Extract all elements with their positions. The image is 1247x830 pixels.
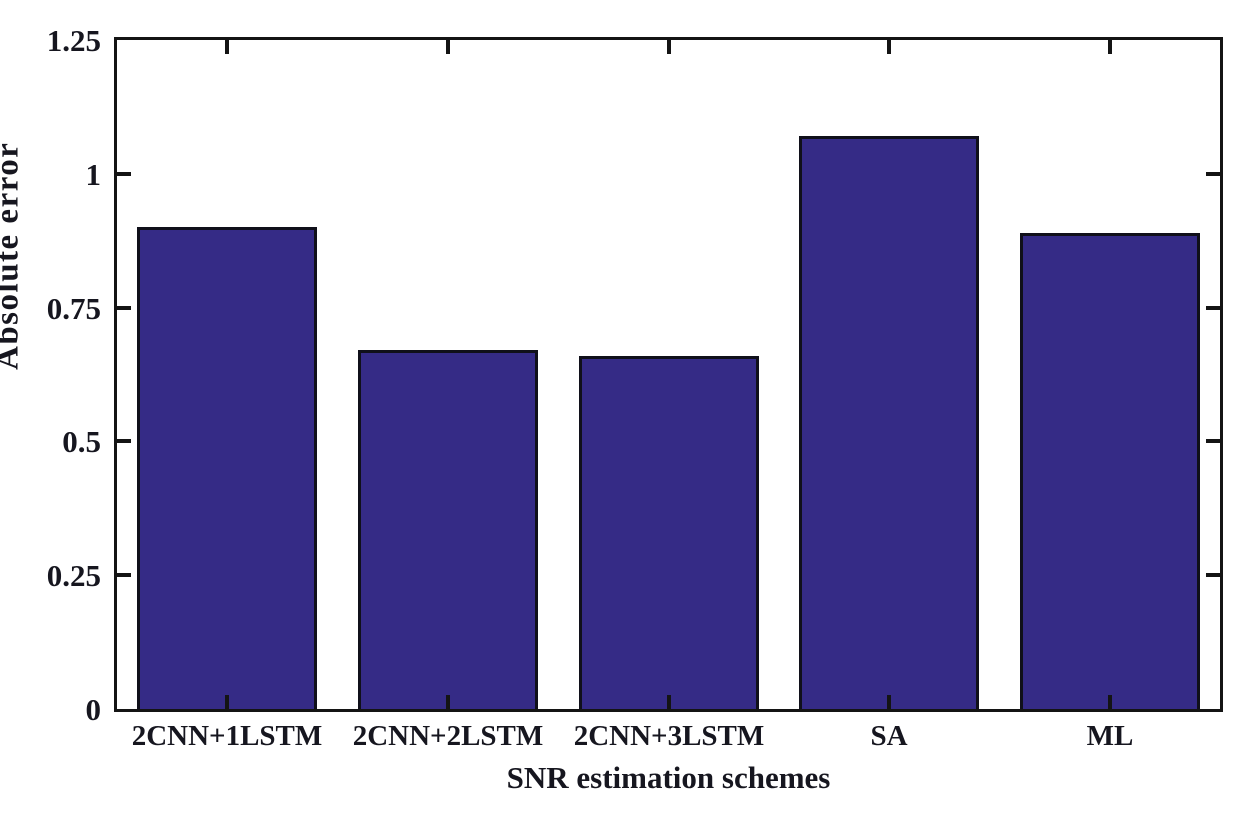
bar-2cnn-3lstm xyxy=(579,356,759,709)
y-tick-label: 0 xyxy=(85,692,102,727)
x-tick-label: 2CNN+2LSTM xyxy=(352,720,544,752)
x-tick-mark xyxy=(887,695,891,709)
y-tick-mark xyxy=(1206,172,1220,176)
bar-ml xyxy=(1020,233,1200,709)
bar-2cnn-1lstm xyxy=(137,227,317,709)
x-tick-label: ML xyxy=(1086,720,1134,752)
y-tick-label: 0.25 xyxy=(46,558,101,593)
bar-2cnn-2lstm xyxy=(358,350,538,709)
y-tick-label: 1 xyxy=(85,157,102,192)
x-tick-mark xyxy=(667,695,671,709)
y-tick-mark xyxy=(117,172,131,176)
y-tick-mark xyxy=(117,573,131,577)
y-tick-mark xyxy=(117,306,131,310)
x-tick-mark xyxy=(446,40,450,54)
plot-area xyxy=(114,37,1223,712)
x-tick-mark xyxy=(1108,695,1112,709)
x-tick-label: 2CNN+1LSTM xyxy=(131,720,323,752)
x-tick-mark xyxy=(225,695,229,709)
x-tick-mark xyxy=(667,40,671,54)
x-tick-mark xyxy=(887,40,891,54)
bar-sa xyxy=(799,136,979,709)
y-tick-mark xyxy=(1206,573,1220,577)
x-tick-mark xyxy=(1108,40,1112,54)
x-tick-mark xyxy=(225,40,229,54)
x-tick-label: 2CNN+3LSTM xyxy=(573,720,765,752)
y-tick-label: 1.25 xyxy=(46,23,101,58)
x-axis-label: SNR estimation schemes xyxy=(506,760,831,795)
x-tick-mark xyxy=(446,695,450,709)
y-tick-mark xyxy=(1206,306,1220,310)
y-tick-label: 0.75 xyxy=(46,291,101,326)
y-tick-mark xyxy=(1206,439,1220,443)
x-tick-label: SA xyxy=(870,720,908,752)
y-tick-label: 0.5 xyxy=(62,424,101,459)
y-tick-mark xyxy=(117,439,131,443)
